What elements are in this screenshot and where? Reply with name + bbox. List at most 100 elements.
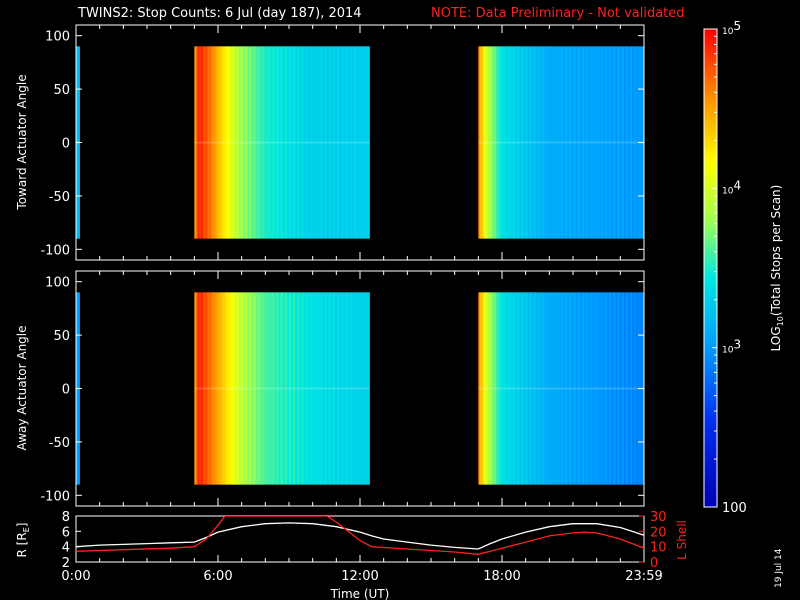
away-heat-cell	[493, 292, 496, 485]
toward-heat-cell	[265, 46, 267, 239]
away-heat-cell	[486, 292, 489, 485]
toward-heat-cell	[199, 46, 201, 239]
away-heat-cell	[249, 292, 252, 485]
toward-heat-cell	[571, 46, 574, 239]
toward-heat-cell	[578, 46, 581, 239]
away-heat-cell	[633, 292, 635, 485]
toward-heat-cell	[619, 46, 621, 239]
toward-heat-cell	[496, 46, 498, 239]
away-y-tick-label: -50	[49, 436, 70, 451]
toward-heat-cell	[287, 46, 290, 239]
away-heat-cell	[525, 292, 528, 485]
away-heat-cell	[538, 292, 541, 485]
away-heat-cell	[290, 292, 292, 485]
toward-heat-cell	[488, 46, 491, 239]
toward-heat-cell	[197, 46, 200, 239]
away-heat-cell	[261, 292, 264, 485]
toward-heat-cell	[576, 46, 579, 239]
toward-heat-cell	[326, 46, 329, 239]
toward-heat-cell	[601, 46, 603, 239]
away-heat-cell	[511, 292, 514, 485]
away-heat-cell	[518, 292, 521, 485]
away-heat-cell	[563, 292, 566, 485]
away-heat-cell	[575, 292, 577, 485]
away-heat-cell	[338, 292, 341, 485]
toward-heat-cell	[360, 46, 362, 239]
away-heat-cell	[593, 292, 595, 485]
away-heat-cell	[331, 292, 334, 485]
away-heat-cell	[363, 292, 366, 485]
away-heat-cell	[582, 292, 585, 485]
toward-heat-cell	[296, 46, 298, 239]
toward-heat-cell	[261, 46, 264, 239]
away-heat-cell	[544, 292, 547, 485]
toward-heat-cell	[563, 46, 566, 239]
away-heat-cell	[293, 292, 296, 485]
toward-heat-cell	[302, 46, 304, 239]
away-heat-cell	[212, 292, 214, 485]
toward-heat-cell	[626, 46, 628, 239]
toward-heat-cell	[505, 46, 508, 239]
away-heat-cell	[233, 292, 235, 485]
away-heat-cell	[266, 292, 269, 485]
toward-heat-cell	[233, 46, 235, 239]
toward-heat-cell	[595, 46, 598, 239]
away-heat-cell	[630, 292, 633, 485]
toward-y-tick-label: 50	[53, 83, 70, 98]
away-heat-cell	[231, 292, 233, 485]
toward-heat-cell	[194, 46, 196, 239]
toward-heat-cell	[491, 46, 493, 239]
away-heat-cell	[610, 292, 613, 485]
away-heat-cell	[365, 292, 368, 485]
toward-heat-cell	[536, 46, 538, 239]
away-heat-cell	[571, 292, 574, 485]
away-heat-cell	[603, 292, 606, 485]
toward-heat-cell	[236, 46, 239, 239]
toward-heat-cell	[344, 46, 347, 239]
toward-heat-cell	[613, 46, 615, 239]
away-heat-cell	[206, 292, 208, 485]
away-heat-cell	[299, 292, 302, 485]
away-heat-cell	[505, 292, 508, 485]
toward-heat-cell	[208, 46, 211, 239]
away-heat-cell	[356, 292, 359, 485]
away-heat-cell	[604, 292, 607, 485]
toward-heat-cell	[627, 46, 630, 239]
toward-heat-cell	[533, 46, 536, 239]
away-heat-cell	[260, 292, 263, 485]
orbit-y-tick-label: 2	[62, 556, 70, 571]
toward-heat-cell	[312, 46, 315, 239]
toward-heat-cell	[352, 46, 355, 239]
away-heat-cell	[481, 292, 484, 485]
toward-heat-cell	[278, 46, 280, 239]
toward-heat-cell	[516, 46, 518, 239]
toward-heat-cell	[305, 46, 308, 239]
away-heat-cell	[247, 292, 250, 485]
away-heat-cell	[556, 292, 559, 485]
toward-heat-cell	[497, 46, 499, 239]
away-heat-cell	[209, 292, 212, 485]
away-heat-cell	[539, 292, 542, 485]
away-heat-cell	[526, 292, 529, 485]
x-tick-label: 0:00	[61, 569, 90, 584]
colorbar-tick-label: 105	[722, 19, 741, 37]
away-heat-cell	[620, 292, 622, 485]
away-heat-cell	[487, 292, 490, 485]
toward-heat-cell	[239, 46, 241, 239]
toward-heat-cell	[285, 46, 288, 239]
away-heat-cell	[280, 292, 283, 485]
away-heat-cell	[497, 292, 499, 485]
away-heat-cell	[492, 292, 495, 485]
away-heat-cell	[568, 292, 570, 485]
away-heat-cell	[559, 292, 562, 485]
away-heat-cell	[573, 292, 575, 485]
away-heat-cell	[332, 292, 335, 485]
toward-heat-cell	[573, 46, 575, 239]
away-heat-cell	[323, 292, 325, 485]
away-heat-cell	[594, 292, 596, 485]
toward-heat-cell	[297, 46, 299, 239]
away-heat-cell	[309, 292, 311, 485]
toward-heat-cell	[212, 46, 214, 239]
